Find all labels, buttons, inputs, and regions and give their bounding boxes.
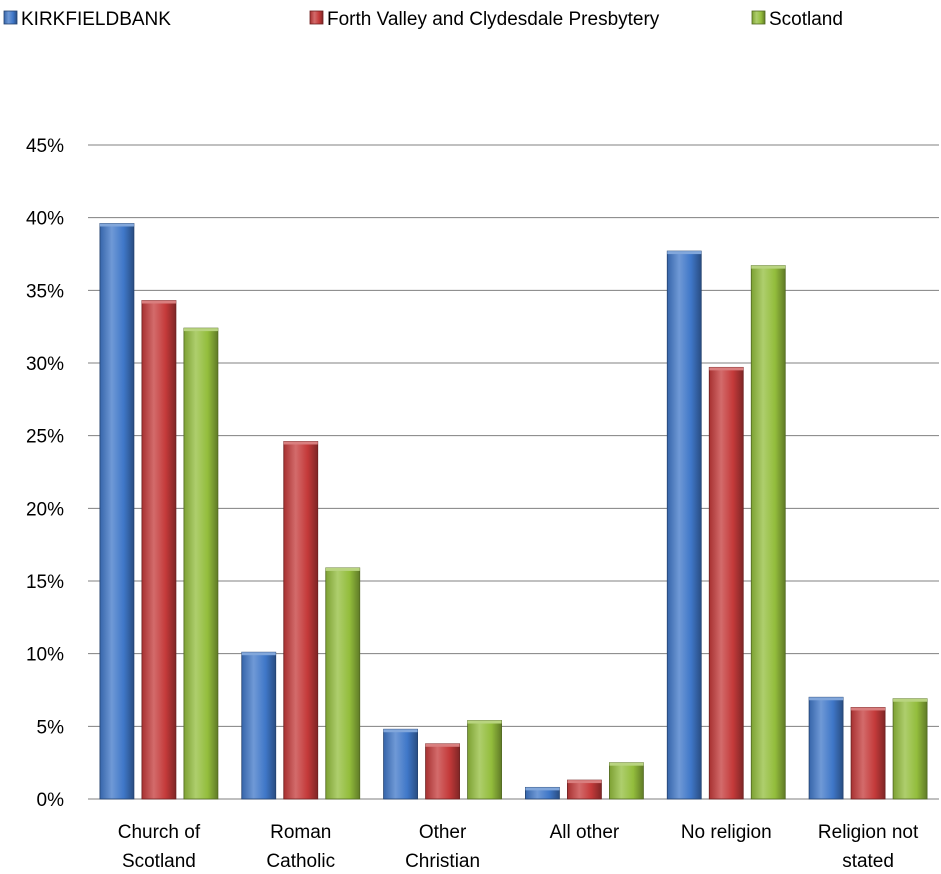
y-tick-label: 10% — [26, 645, 64, 666]
legend-label: Scotland — [769, 9, 843, 30]
bar-top-highlight — [183, 328, 218, 332]
legend-swatch — [3, 10, 18, 25]
bar-forth-valley-and-clydesdale-presbytery — [283, 441, 319, 800]
x-axis: Church of Scotland Roman Catholic Other Chris… — [118, 822, 919, 872]
bar-top-highlight — [609, 762, 644, 766]
legend: KIRKFIELDBANK Forth Valley and Clydesdale… — [3, 9, 843, 30]
y-tick-label: 45% — [26, 136, 64, 157]
y-tick-label: 40% — [26, 209, 64, 230]
legend-label: Forth Valley and Clydesdale Presbytery — [327, 9, 660, 30]
x-category-label: All other — [550, 822, 620, 843]
bar-top-highlight — [467, 720, 502, 724]
bar-scotland — [892, 698, 928, 800]
bar-top-highlight — [141, 300, 176, 304]
bar-forth-valley-and-clydesdale-presbytery — [850, 707, 886, 800]
y-axis: 0% 5% 10% 15% 20% 25% 30% 35% 40% 45% — [26, 136, 64, 811]
y-tick-label: 0% — [37, 790, 65, 811]
bar-scotland — [750, 265, 786, 800]
bar-top-highlight — [425, 743, 460, 747]
x-category-label: stated — [842, 851, 894, 872]
y-tick-label: 5% — [37, 717, 65, 738]
x-category-label: Scotland — [122, 851, 196, 872]
legend-swatch — [309, 10, 324, 25]
bar-scotland — [467, 720, 502, 800]
bar-top-highlight — [325, 567, 360, 571]
bar-scotland — [183, 327, 219, 800]
bar-top-highlight — [525, 787, 560, 791]
bar-kirkfieldbank — [383, 728, 418, 800]
bar-top-highlight — [751, 265, 786, 269]
bar-top-highlight — [809, 697, 844, 701]
bar-kirkfieldbank — [666, 250, 702, 800]
x-category-label: No religion — [681, 822, 772, 843]
bar-top-highlight — [851, 707, 886, 711]
x-category-label: Roman — [270, 822, 331, 843]
bars — [99, 223, 928, 800]
bar-forth-valley-and-clydesdale-presbytery — [425, 743, 460, 800]
bar-scotland — [325, 567, 361, 800]
bar-top-highlight — [241, 652, 276, 656]
x-category-label: Christian — [405, 851, 480, 872]
bar-top-highlight — [567, 780, 602, 784]
y-tick-label: 30% — [26, 354, 64, 375]
x-category-label: Catholic — [266, 851, 335, 872]
x-category-label: Other — [419, 822, 467, 843]
bar-top-highlight — [283, 441, 318, 445]
y-tick-label: 35% — [26, 281, 64, 302]
y-tick-label: 20% — [26, 499, 64, 520]
x-category-label: Church of — [118, 822, 201, 843]
gridlines — [88, 144, 939, 800]
bar-top-highlight — [99, 223, 134, 227]
x-category-label: Religion not — [818, 822, 919, 843]
bar-forth-valley-and-clydesdale-presbytery — [708, 366, 744, 800]
bar-forth-valley-and-clydesdale-presbytery — [141, 300, 177, 800]
bar-top-highlight — [667, 251, 702, 255]
y-tick-label: 15% — [26, 572, 64, 593]
y-tick-label: 25% — [26, 427, 64, 448]
bar-top-highlight — [709, 367, 744, 371]
bar-top-highlight — [893, 698, 928, 702]
bar-kirkfieldbank — [241, 651, 277, 800]
legend-swatch — [751, 10, 766, 25]
legend-label: KIRKFIELDBANK — [21, 9, 171, 30]
bar-kirkfieldbank — [99, 223, 135, 800]
bar-top-highlight — [383, 729, 418, 733]
bar-scotland — [609, 762, 644, 800]
bar-kirkfieldbank — [808, 696, 844, 800]
